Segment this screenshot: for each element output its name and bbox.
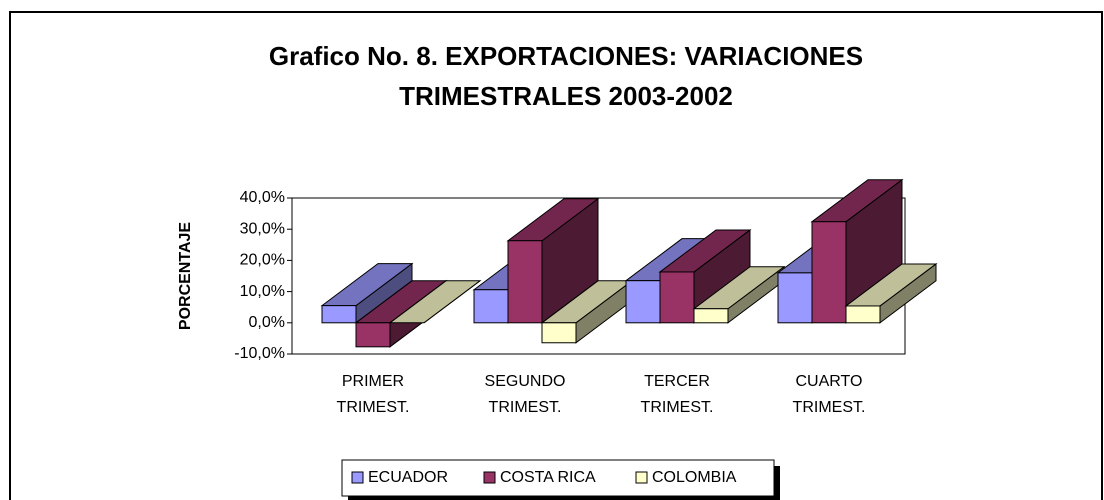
y-tick-label: -10,0%	[234, 345, 285, 362]
y-tick-label: 20,0%	[240, 252, 285, 269]
x-tick-label: TERCER	[644, 373, 710, 390]
y-tick-label: 10,0%	[240, 283, 285, 300]
x-tick-label: PRIMER	[342, 373, 404, 390]
legend-label: COLOMBIA	[652, 469, 737, 486]
legend-swatch	[483, 471, 496, 484]
y-tick-label: 40,0%	[240, 189, 285, 206]
chart-title: Grafico No. 8. EXPORTACIONES: VARIACIONE…	[269, 41, 863, 71]
x-tick-label: SEGUNDO	[485, 373, 566, 390]
legend-swatch	[635, 471, 648, 484]
y-axis-label: PORCENTAJE	[177, 222, 194, 330]
bar-front	[541, 322, 577, 344]
bar	[388, 280, 482, 324]
legend-swatch	[351, 471, 364, 484]
legend-label: COSTA RICA	[500, 469, 596, 486]
bar-front	[811, 221, 847, 324]
x-tick-label: TRIMEST.	[793, 399, 866, 416]
bar-front	[321, 305, 357, 324]
bar-top	[388, 280, 482, 324]
bar-front	[507, 240, 543, 324]
bar-front	[659, 271, 695, 324]
bar	[506, 197, 600, 324]
x-tick-label: CUARTO	[796, 373, 863, 390]
legend	[341, 459, 775, 497]
bar	[320, 262, 414, 324]
bar-front	[845, 305, 881, 324]
bar	[844, 262, 938, 324]
bar-front	[355, 322, 391, 348]
bar-front	[473, 289, 509, 324]
x-tick-label: TRIMEST.	[641, 399, 714, 416]
chart-title: TRIMESTRALES 2003-2002	[399, 81, 733, 111]
bar	[810, 178, 904, 324]
bar	[692, 265, 786, 324]
x-tick-label: TRIMEST.	[489, 399, 562, 416]
bar-front	[777, 272, 813, 324]
bar-front	[625, 280, 661, 324]
bar-front	[693, 308, 729, 324]
y-tick-label: 0,0%	[249, 314, 285, 331]
y-tick-label: 30,0%	[240, 220, 285, 237]
x-tick-label: TRIMEST.	[337, 399, 410, 416]
legend-label: ECUADOR	[368, 469, 448, 486]
